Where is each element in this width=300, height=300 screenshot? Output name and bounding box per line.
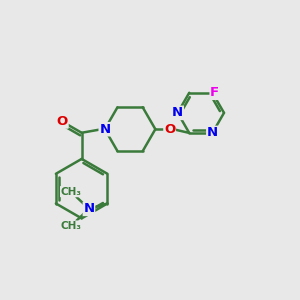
Text: F: F [210,86,219,99]
Text: N: N [172,106,183,119]
Text: N: N [83,202,94,215]
Text: CH₃: CH₃ [61,187,82,196]
Text: O: O [57,115,68,128]
Text: O: O [164,123,175,136]
Text: CH₃: CH₃ [61,221,82,231]
Text: N: N [207,126,218,140]
Text: N: N [99,123,110,136]
